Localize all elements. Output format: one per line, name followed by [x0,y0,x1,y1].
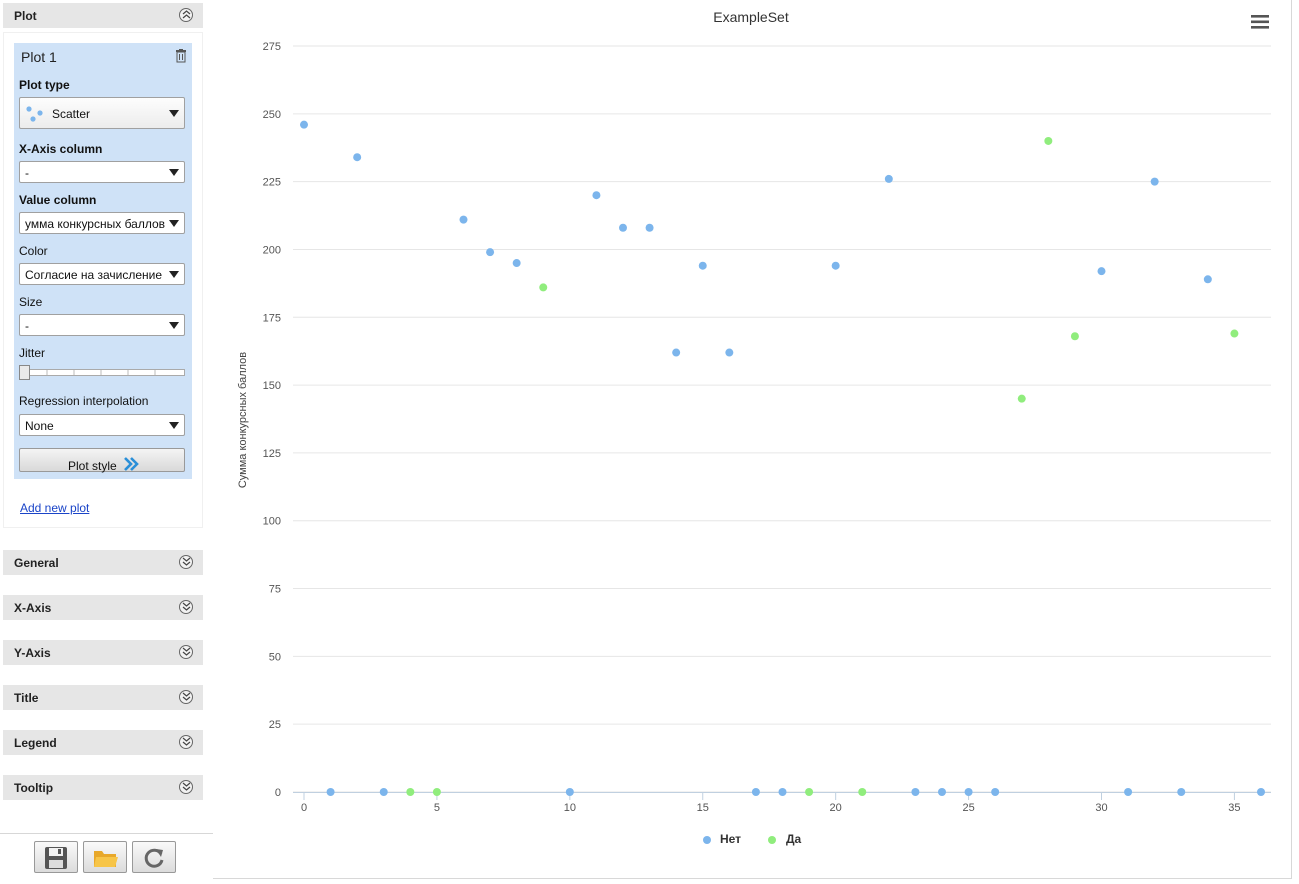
plot-panel-border [3,32,203,528]
x-axis-column-select[interactable]: - [19,161,185,183]
section-general-header[interactable]: General [3,550,203,575]
plot-type-select[interactable]: Scatter [19,97,185,129]
plot-title: Plot 1 [21,49,57,65]
chart-area [213,0,1292,879]
expand-down-icon[interactable] [179,645,193,659]
scatter-icon [25,105,47,126]
save-button[interactable] [34,841,78,873]
plot-section-header[interactable]: Plot [3,3,203,28]
section-label: X-Axis [14,601,52,615]
x-axis-column-value: - [25,166,29,180]
sidebar: Plot Plot 1 Plot type Scatter X-Axis col… [0,0,213,883]
color-value: Согласие на зачисление [25,268,163,282]
x-axis-column-label: X-Axis column [19,142,103,156]
plot-type-label: Plot type [19,78,70,92]
section-title-header[interactable]: Title [3,685,203,710]
expand-down-icon[interactable] [179,735,193,749]
section-label: Title [14,691,39,705]
jitter-label: Jitter [19,346,46,360]
bottom-toolbar [0,833,213,884]
value-column-value: умма конкурсных баллов [25,217,166,231]
expand-down-icon[interactable] [179,690,193,704]
plot-style-button[interactable]: Plot style [19,448,185,475]
chevron-down-icon [169,169,179,176]
chart-title: ExampleSet [713,9,789,25]
trash-icon[interactable] [176,49,186,68]
add-new-plot-link[interactable]: Add new plot [20,501,90,515]
expand-down-icon[interactable] [179,780,193,794]
regression-label: Regression interpolation [19,394,149,408]
expand-down-icon[interactable] [179,555,193,569]
section-tooltip-header[interactable]: Tooltip [3,775,203,800]
y-axis-label: Сумма конкурсных баллов [237,351,249,489]
value-column-label: Value column [19,193,97,207]
chevron-down-icon [169,322,179,329]
legend-item-label[interactable]: Нет [720,832,742,846]
size-label: Size [19,295,43,309]
legend-marker[interactable] [703,836,711,844]
section-label: Y-Axis [14,646,51,660]
chevron-down-icon [169,422,179,429]
hamburger-menu-icon[interactable] [1251,15,1269,34]
open-folder-button[interactable] [83,841,127,873]
section-label: General [14,556,59,570]
section-x-axis-header[interactable]: X-Axis [3,595,203,620]
chevron-down-icon [169,110,179,117]
chevron-down-icon [169,271,179,278]
value-column-select[interactable]: умма конкурсных баллов [19,212,185,234]
legend-marker[interactable] [768,836,776,844]
section-label: Legend [14,736,57,750]
regression-select[interactable]: None [19,414,185,436]
jitter-slider-handle[interactable] [19,365,30,380]
section-y-axis-header[interactable]: Y-Axis [3,640,203,665]
section-label: Tooltip [14,781,54,795]
color-label: Color [19,244,48,258]
legend-item-label[interactable]: Да [786,832,802,846]
size-select[interactable]: - [19,314,185,336]
regression-value: None [25,419,54,433]
refresh-button[interactable] [132,841,176,873]
section-legend-header[interactable]: Legend [3,730,203,755]
expand-down-icon[interactable] [179,600,193,614]
plot-style-label: Plot style [67,459,117,473]
plot-type-value: Scatter [52,107,91,121]
color-select[interactable]: Согласие на зачисление [19,263,185,285]
plot-section-label: Plot [14,9,37,23]
plot-config-panel: Plot 1 Plot type Scatter X-Axis column -… [14,43,192,479]
size-value: - [25,319,29,333]
chevron-down-icon [169,220,179,227]
jitter-slider[interactable] [19,369,185,376]
collapse-up-icon[interactable] [179,8,193,22]
double-chevron-right-icon [123,457,139,475]
